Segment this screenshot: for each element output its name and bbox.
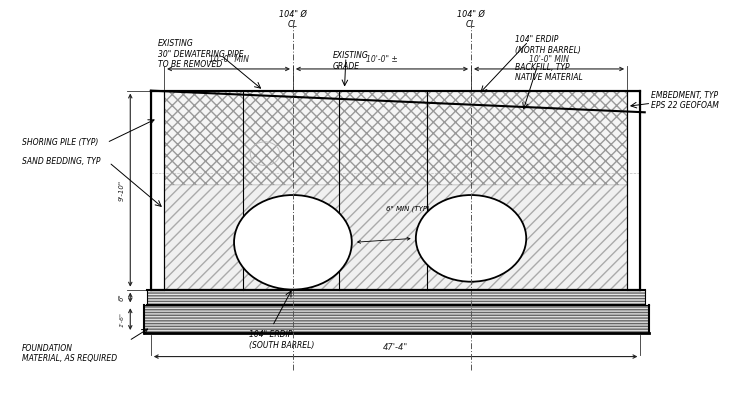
Text: SAND BEDDING, TYP: SAND BEDDING, TYP <box>22 157 101 166</box>
Text: 10'-0" MIN: 10'-0" MIN <box>208 55 249 64</box>
Text: EXISTING
GRADE: EXISTING GRADE <box>333 51 369 71</box>
Text: 104" Ø
CL: 104" Ø CL <box>279 10 307 29</box>
Bar <box>151 91 640 185</box>
Text: 1'-6": 1'-6" <box>119 312 124 327</box>
Text: 12" (TYP): 12" (TYP) <box>294 226 300 259</box>
Text: 104" ERDIP
(SOUTH BARREL): 104" ERDIP (SOUTH BARREL) <box>249 330 314 349</box>
Text: 6": 6" <box>118 294 124 301</box>
Bar <box>151 185 640 290</box>
Text: 9'-10": 9'-10" <box>118 180 124 201</box>
Text: 6" MIN (TYP): 6" MIN (TYP) <box>386 206 431 212</box>
Text: FOUNDATION
MATERIAL, AS REQUIRED: FOUNDATION MATERIAL, AS REQUIRED <box>22 344 117 363</box>
Text: SHORING PILE (TYP): SHORING PILE (TYP) <box>22 138 99 147</box>
Bar <box>144 305 649 333</box>
Text: EMBEDMENT, TYP
EPS 22 GEOFOAM: EMBEDMENT, TYP EPS 22 GEOFOAM <box>651 91 719 110</box>
Bar <box>147 290 645 305</box>
Text: 10'-0" ±: 10'-0" ± <box>366 55 398 64</box>
Text: BACKFILL, TYP
NATIVE MATERIAL: BACKFILL, TYP NATIVE MATERIAL <box>515 63 583 82</box>
Text: 47'-4": 47'-4" <box>383 343 408 352</box>
Bar <box>151 91 164 290</box>
Text: 104" Ø
CL: 104" Ø CL <box>457 10 485 29</box>
Ellipse shape <box>416 195 526 282</box>
Text: 104" ERDIP
(NORTH BARREL): 104" ERDIP (NORTH BARREL) <box>515 35 581 55</box>
Text: EXISTING
30" DEWATERING PIPE
TO BE REMOVED: EXISTING 30" DEWATERING PIPE TO BE REMOV… <box>158 39 244 69</box>
Bar <box>627 91 640 290</box>
Ellipse shape <box>234 195 352 290</box>
Text: 10'-0" MIN: 10'-0" MIN <box>529 55 569 64</box>
